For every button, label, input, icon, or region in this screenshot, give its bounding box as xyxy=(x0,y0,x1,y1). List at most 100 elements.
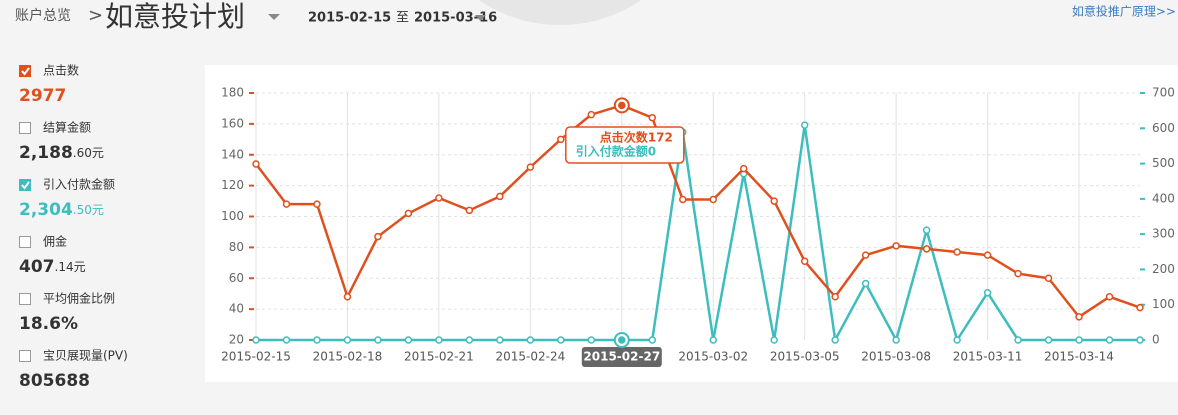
y2-tick-label: 300 xyxy=(1152,227,1175,241)
date-to[interactable]: 2015-03-16 xyxy=(414,11,497,26)
metric-main: 2,188 xyxy=(19,143,73,163)
data-point xyxy=(313,336,321,344)
data-point xyxy=(435,194,443,202)
data-point xyxy=(252,336,260,344)
data-point xyxy=(1014,269,1022,278)
x-tick-label: 2015-02-15 xyxy=(221,350,291,364)
x-highlight-box xyxy=(581,347,662,367)
x-tick-label: 2015-03-11 xyxy=(953,350,1023,364)
data-point xyxy=(343,336,352,344)
metric-main: 2977 xyxy=(19,86,66,106)
data-point xyxy=(1136,303,1144,312)
breadcrumb-separator: > xyxy=(88,5,103,26)
chart-panel xyxy=(205,65,1178,382)
metric-minor: .60 xyxy=(73,146,92,160)
metric-main: 18.6% xyxy=(19,314,78,334)
data-point xyxy=(648,336,657,344)
data-point xyxy=(648,113,657,122)
tooltip-line: 点击次数172 xyxy=(600,130,673,145)
data-point xyxy=(465,336,474,344)
data-point xyxy=(252,160,260,168)
metric-main: 407 xyxy=(19,257,55,277)
metric-label: 平均佣金比例 xyxy=(43,291,115,306)
x-tick-label: 2015-02-21 xyxy=(404,350,474,364)
data-point xyxy=(557,135,565,144)
data-point xyxy=(892,336,900,344)
data-point xyxy=(800,257,809,266)
data-point xyxy=(770,197,778,205)
breadcrumb[interactable]: 账户总览 xyxy=(15,7,71,24)
y-tick-label: 100 xyxy=(221,209,244,223)
data-point xyxy=(922,245,931,253)
x-tick-label: 2015-02-18 xyxy=(313,350,383,364)
metric-value: 2977 xyxy=(19,86,66,106)
x-tick-label: 2015-03-14 xyxy=(1044,350,1114,364)
data-point xyxy=(404,209,413,218)
date-from[interactable]: 2015-02-15 xyxy=(308,11,391,26)
metric-unit: 元 xyxy=(74,260,86,274)
checkbox[interactable] xyxy=(19,236,31,248)
data-point xyxy=(861,279,870,288)
date-dropdown[interactable] xyxy=(475,15,486,21)
y2-tick-label: 600 xyxy=(1152,121,1175,135)
y2-tick-label: 500 xyxy=(1152,156,1175,170)
data-point xyxy=(709,336,717,344)
data-point xyxy=(983,251,992,259)
data-point xyxy=(587,110,596,119)
checkbox[interactable] xyxy=(19,122,31,134)
data-point xyxy=(922,226,931,235)
x-tick-label: 2015-03-08 xyxy=(861,350,931,364)
y-tick-label: 60 xyxy=(229,271,244,285)
checkbox[interactable] xyxy=(19,293,31,305)
title-dropdown[interactable] xyxy=(268,14,280,20)
y2-tick-label: 100 xyxy=(1152,297,1175,311)
metric-label: 引入付款金额 xyxy=(43,177,115,192)
data-point xyxy=(953,248,961,256)
data-point xyxy=(496,192,504,201)
y2-tick-label: 0 xyxy=(1152,333,1160,347)
metric-main: 2,304 xyxy=(19,200,73,220)
data-point xyxy=(374,232,382,241)
data-point xyxy=(983,288,992,297)
metric-value: 2,188.60元 xyxy=(19,143,104,163)
data-point xyxy=(709,195,717,204)
checkmark xyxy=(21,67,30,76)
y-tick-label: 80 xyxy=(229,240,244,254)
help-link[interactable]: 如意投推广原理>> xyxy=(1072,4,1176,19)
metric-label: 结算金额 xyxy=(43,120,91,135)
checkbox[interactable] xyxy=(19,350,31,362)
y2-tick-label: 400 xyxy=(1152,191,1175,205)
metric-value: 2,304.50元 xyxy=(19,200,104,220)
metric-main: 805688 xyxy=(19,371,90,391)
y-tick-label: 120 xyxy=(221,178,244,192)
data-point xyxy=(1044,336,1053,344)
series-line xyxy=(256,124,1140,344)
data-point xyxy=(770,336,778,344)
date-sep: 至 xyxy=(396,11,409,26)
y-tick-label: 140 xyxy=(221,147,244,161)
metric-label: 点击数 xyxy=(43,63,79,78)
tooltip-line: 引入付款金额0 xyxy=(576,144,656,159)
data-point xyxy=(313,200,321,208)
data-point xyxy=(618,336,626,344)
checkbox[interactable] xyxy=(19,65,31,77)
page-title: 如意投计划 xyxy=(105,0,245,33)
metric-unit: 元 xyxy=(92,146,104,160)
y2-tick-label: 200 xyxy=(1152,262,1175,276)
metric-value: 805688 xyxy=(19,371,90,391)
metric-value: 18.6% xyxy=(19,314,78,334)
data-point xyxy=(526,336,535,344)
data-point xyxy=(679,195,687,204)
y2-tick-label: 700 xyxy=(1152,86,1175,100)
data-point xyxy=(1075,336,1083,344)
checkbox[interactable] xyxy=(19,179,31,191)
y-tick-label: 160 xyxy=(221,116,244,130)
data-point xyxy=(496,336,504,344)
data-point xyxy=(282,200,291,208)
x-tick-label: 2015-03-02 xyxy=(678,350,748,364)
x-tick-label: 2015-02-24 xyxy=(495,350,565,364)
data-point xyxy=(557,336,565,344)
data-point xyxy=(374,336,382,344)
data-point xyxy=(800,121,809,129)
